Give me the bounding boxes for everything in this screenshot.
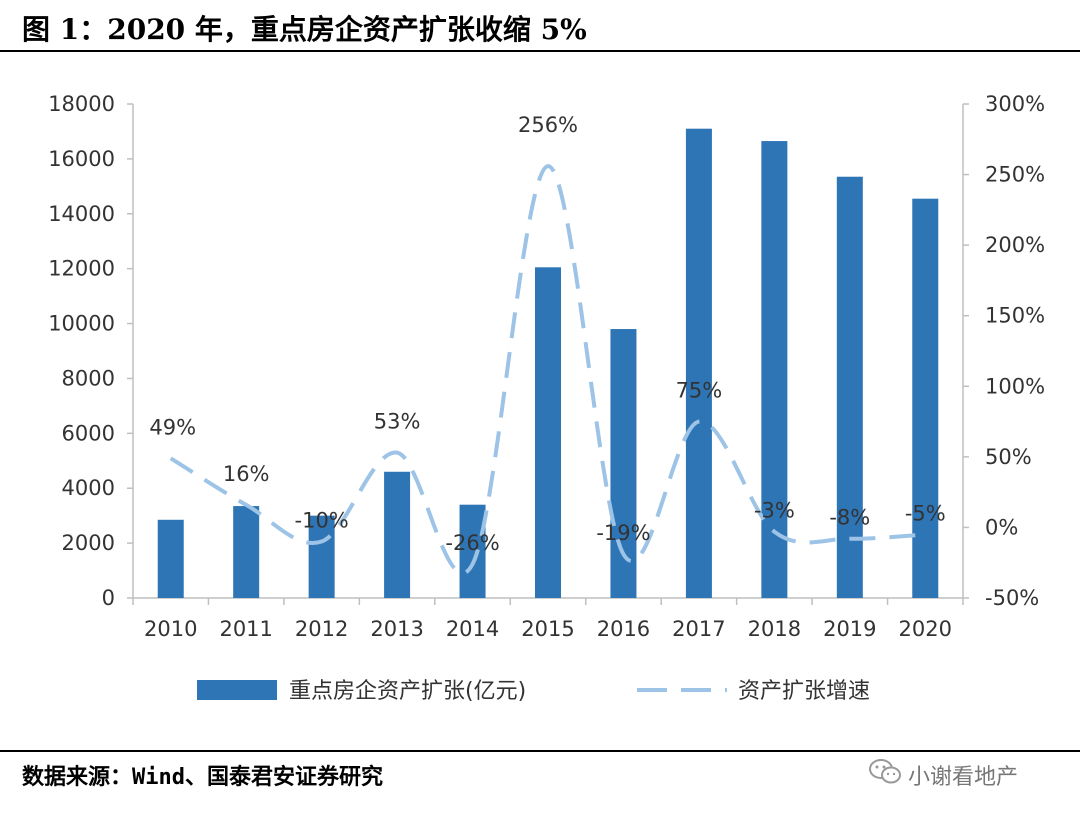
bar <box>535 267 561 598</box>
line-data-label: 53% <box>374 410 421 434</box>
y-tick-label: 4000 <box>62 476 115 500</box>
line-data-label: -26% <box>445 531 499 555</box>
x-tick-label: 2017 <box>672 617 725 641</box>
source-note: 数据来源：Wind、国泰君安证券研究 <box>22 765 383 790</box>
bottom-rule <box>0 750 1080 752</box>
watermark: 小谢看地产 <box>868 758 1018 794</box>
y2-tick-label: 200% <box>985 233 1045 257</box>
line-data-label: -10% <box>295 509 349 533</box>
y2-tick-label: 50% <box>985 445 1032 469</box>
bar <box>685 128 712 598</box>
bar <box>233 506 260 598</box>
legend-bar-swatch <box>197 680 277 700</box>
bar <box>836 176 863 598</box>
chart-axes: 0 2000 4000 6000 8000 10000 12000 14000 16000 180… <box>48 92 1045 641</box>
line-data-label: -8% <box>829 506 870 530</box>
bar <box>459 504 486 598</box>
bar-series <box>157 128 939 599</box>
watermark-text: 小谢看地产 <box>908 765 1019 790</box>
x-tick-label: 2018 <box>748 617 801 641</box>
y-tick-label: 16000 <box>48 147 115 171</box>
y2-tick-label: 100% <box>985 374 1045 398</box>
y-tick-label: 8000 <box>62 366 115 390</box>
x-tick-label: 2019 <box>823 617 876 641</box>
y2-tick-label: 300% <box>985 92 1045 116</box>
y2-tick-label: -50% <box>985 586 1039 610</box>
legend-bar-label: 重点房企资产扩张(亿元) <box>289 679 526 704</box>
y2-tick-label: 150% <box>985 304 1045 328</box>
x-tick-label: 2016 <box>597 617 650 641</box>
y2-tick-label: 0% <box>985 515 1018 539</box>
data-labels: 49% 16% -10% 53% -26% 256% -19% 75% -3% -8% -5% <box>149 113 945 555</box>
x-tick-label: 2013 <box>370 617 423 641</box>
bar <box>761 141 788 599</box>
chart-legend: 重点房企资产扩张(亿元) 资产扩张增速 <box>197 679 870 704</box>
legend-line-label: 资产扩张增速 <box>738 679 870 704</box>
y-tick-label: 2000 <box>62 531 115 555</box>
x-tick-label: 2015 <box>521 617 574 641</box>
bar <box>157 519 184 598</box>
line-data-label: 49% <box>149 415 196 439</box>
line-data-label: -5% <box>905 501 946 525</box>
bar <box>912 198 939 598</box>
x-tick-label: 2020 <box>899 617 952 641</box>
bar <box>308 515 335 598</box>
line-series <box>169 164 926 576</box>
x-tick-label: 2010 <box>144 617 197 641</box>
y-tick-label: 18000 <box>48 92 115 116</box>
line-data-label: -3% <box>754 499 795 523</box>
line-data-label: 75% <box>676 379 723 403</box>
y-tick-label: 0 <box>102 586 115 610</box>
y2-tick-label: 250% <box>985 163 1045 187</box>
figure-title: 图 1：2020 年，重点房企资产扩张收缩 5% <box>22 13 587 46</box>
growth-line <box>169 164 926 576</box>
y-tick-label: 12000 <box>48 257 115 281</box>
top-rule <box>0 50 1080 52</box>
line-data-label: 16% <box>223 462 270 486</box>
x-tick-label: 2014 <box>446 617 499 641</box>
line-data-label: 256% <box>518 113 578 137</box>
y-tick-label: 6000 <box>62 421 115 445</box>
y-tick-label: 14000 <box>48 202 115 226</box>
x-tick-label: 2012 <box>295 617 348 641</box>
y-tick-label: 10000 <box>48 312 115 336</box>
x-tick-label: 2011 <box>219 617 272 641</box>
bar <box>384 471 411 598</box>
combo-chart: 0 2000 4000 6000 8000 10000 12000 14000 16000 180… <box>48 92 1045 704</box>
wechat-icon <box>868 758 902 798</box>
line-data-label: -19% <box>596 521 650 545</box>
